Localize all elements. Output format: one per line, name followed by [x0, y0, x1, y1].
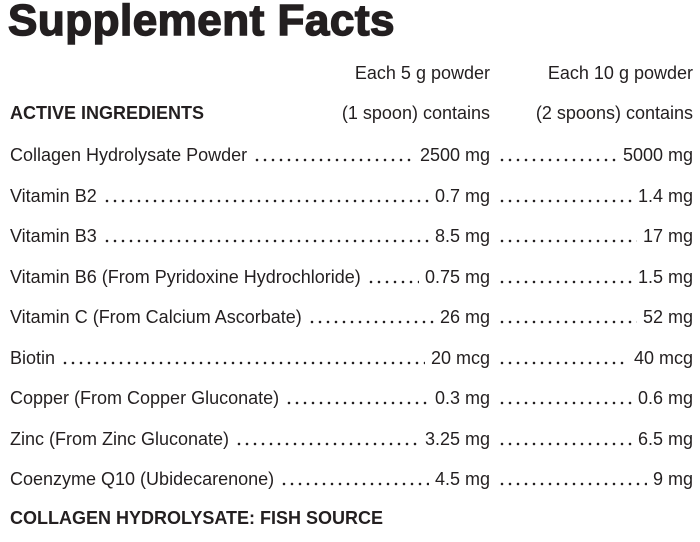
amount-5g: 26 mg — [439, 307, 490, 327]
ingredient-name: Coenzyme Q10 (Ubidecarenone) — [10, 469, 275, 489]
dot-leader — [498, 386, 632, 410]
row-right: 17 mg — [490, 224, 693, 248]
row-left: Vitamin C (From Calcium Ascorbate) 26 mg — [10, 305, 490, 329]
dot-leader — [498, 467, 647, 491]
ingredient-name: Vitamin C (From Calcium Ascorbate) — [10, 307, 302, 327]
row-left: Vitamin B6 (From Pyridoxine Hydrochlorid… — [10, 264, 490, 289]
footer: COLLAGEN HYDROLYSATE: FISH SOURCE — [10, 508, 384, 528]
dot-leader — [498, 143, 617, 167]
row-right: 0.6 mg — [490, 386, 693, 410]
ingredient-name: Vitamin B3 — [10, 226, 97, 246]
row-left: Vitamin B3 8.5 mg — [10, 224, 490, 248]
dot-leader — [61, 345, 425, 370]
column-header: Each 10 g powder — [547, 63, 693, 83]
amount-10g: 40 mcg — [633, 347, 693, 368]
amount-5g: 3.25 mg — [424, 428, 490, 449]
dot-leader — [280, 467, 429, 491]
ingredient-row: Collagen Hydrolysate Powder 2500 mg 5000 m… — [10, 143, 693, 167]
ingredient-row: Copper (From Copper Gluconate) 0.3 mg 0.6 … — [10, 386, 693, 410]
ingredient-row: Zinc (From Zinc Gluconate) 3.25 mg 6.5 mg — [10, 426, 693, 451]
amount-10g: 1.4 mg — [637, 185, 693, 206]
ingredient-name: Vitamin B6 (From Pyridoxine Hydrochlorid… — [10, 266, 361, 287]
dot-leader — [498, 224, 637, 248]
amount-5g: 0.3 mg — [434, 388, 490, 408]
ingredient-row: Vitamin B3 8.5 mg 17 mg — [10, 224, 693, 248]
ingredient-row: Vitamin C (From Calcium Ascorbate) 26 mg 5… — [10, 305, 693, 329]
dot-leader — [102, 183, 429, 208]
dot-leader — [253, 143, 414, 167]
ingredient-name: Copper (From Copper Gluconate) — [10, 388, 280, 408]
dot-leader — [235, 426, 419, 451]
row-left: Collagen Hydrolysate Powder 2500 mg — [10, 143, 490, 167]
amount-10g: 5000 mg — [622, 145, 693, 165]
section-header: ACTIVE INGREDIENTS — [10, 103, 205, 123]
amount-10g: 9 mg — [652, 469, 693, 489]
amount-5g: 4.5 mg — [434, 469, 490, 489]
dot-leader — [498, 183, 632, 208]
amount-10g: 52 mg — [642, 307, 693, 327]
ingredient-row: Vitamin B2 0.7 mg 1.4 mg — [10, 183, 693, 208]
dot-leader — [498, 264, 632, 289]
amount-5g: 20 mcg — [430, 347, 490, 368]
row-right: 9 mg — [490, 467, 693, 491]
row-left: Zinc (From Zinc Gluconate) 3.25 mg — [10, 426, 490, 451]
column-header: (2 spoons) contains — [535, 103, 693, 123]
amount-10g: 1.5 mg — [637, 266, 693, 287]
ingredient-row: Biotin 20 mcg 40 mcg — [10, 345, 693, 370]
row-left: Copper (From Copper Gluconate) 0.3 mg — [10, 386, 490, 410]
column-header: Each 5 g powder — [354, 63, 490, 83]
dot-leader — [498, 305, 637, 329]
column-header: (1 spoon) contains — [341, 103, 490, 123]
amount-10g: 0.6 mg — [637, 388, 693, 408]
amount-10g: 6.5 mg — [637, 428, 693, 449]
amount-10g: 17 mg — [642, 226, 693, 246]
ingredient-name: Collagen Hydrolysate Powder — [10, 145, 248, 165]
row-right: 5000 mg — [490, 143, 693, 167]
amount-5g: 8.5 mg — [434, 226, 490, 246]
ingredient-name: Vitamin B2 — [10, 185, 97, 206]
ingredient-row: Coenzyme Q10 (Ubidecarenone) 4.5 mg 9 mg — [10, 467, 693, 491]
dot-leader — [366, 264, 419, 289]
row-left: Coenzyme Q10 (Ubidecarenone) 4.5 mg — [10, 467, 490, 491]
row-right: 40 mcg — [490, 345, 693, 370]
ingredient-row: Vitamin B6 (From Pyridoxine Hydrochlorid… — [10, 264, 693, 289]
ingredient-name: Biotin — [10, 347, 56, 368]
ingredient-name: Zinc (From Zinc Gluconate) — [10, 428, 230, 449]
amount-5g: 0.75 mg — [424, 266, 490, 287]
dot-leader — [102, 224, 429, 248]
row-right: 1.4 mg — [490, 183, 693, 208]
row-left: Vitamin B2 0.7 mg — [10, 183, 490, 208]
dot-leader — [285, 386, 429, 410]
amount-5g: 0.7 mg — [434, 185, 490, 206]
row-left: Biotin 20 mcg — [10, 345, 490, 370]
dot-leader — [498, 345, 628, 370]
row-right: 52 mg — [490, 305, 693, 329]
row-right: 6.5 mg — [490, 426, 693, 451]
dot-leader — [498, 426, 632, 451]
title: Supplement Facts — [7, 0, 395, 46]
amount-5g: 2500 mg — [419, 145, 490, 165]
row-right: 1.5 mg — [490, 264, 693, 289]
dot-leader — [307, 305, 434, 329]
